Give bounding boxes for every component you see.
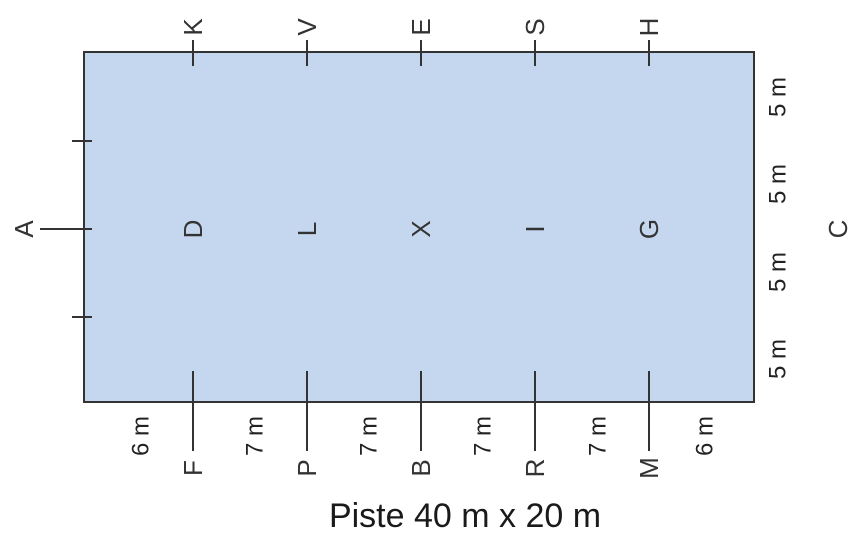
spacing-label: 6 m: [128, 416, 155, 456]
letter-d: D: [178, 220, 208, 239]
spacing-label: 7 m: [356, 416, 383, 456]
spacing-label: 7 m: [585, 416, 612, 456]
top-markers: K V E S H: [178, 18, 664, 66]
spacing-label: 6 m: [692, 416, 719, 456]
spacing-label: 7 m: [470, 416, 497, 456]
spacing-label: 5 m: [765, 77, 792, 117]
bottom-markers: F P B R M: [178, 371, 664, 479]
letter-i: I: [520, 225, 550, 232]
letter-r: R: [520, 459, 550, 478]
spacing-label: 5 m: [765, 252, 792, 292]
letter-p: P: [292, 459, 322, 476]
letter-e: E: [406, 18, 436, 35]
letter-m: M: [634, 457, 664, 479]
letter-a: A: [9, 220, 39, 238]
arena-field: [83, 51, 755, 403]
spacing-label: 5 m: [765, 164, 792, 204]
spacing-label: 7 m: [242, 416, 269, 456]
letter-b: B: [406, 459, 436, 476]
side-spacing-labels: 5 m 5 m 5 m 5 m: [765, 77, 792, 379]
arena-caption: Piste 40 m x 20 m: [328, 497, 602, 535]
bottom-spacing-labels: 6 m 7 m 7 m 7 m 7 m 6 m: [128, 416, 719, 456]
letter-v: V: [292, 18, 322, 36]
letter-l: L: [292, 222, 322, 236]
letter-c: C: [823, 220, 850, 239]
letter-h: H: [634, 18, 664, 37]
letter-s: S: [520, 18, 550, 35]
letter-x: X: [406, 220, 436, 237]
letter-f: F: [178, 460, 208, 476]
letter-k: K: [178, 18, 208, 36]
letter-g: G: [634, 219, 664, 239]
centerline-markers: D L X I G: [178, 219, 664, 239]
spacing-label: 5 m: [765, 339, 792, 379]
